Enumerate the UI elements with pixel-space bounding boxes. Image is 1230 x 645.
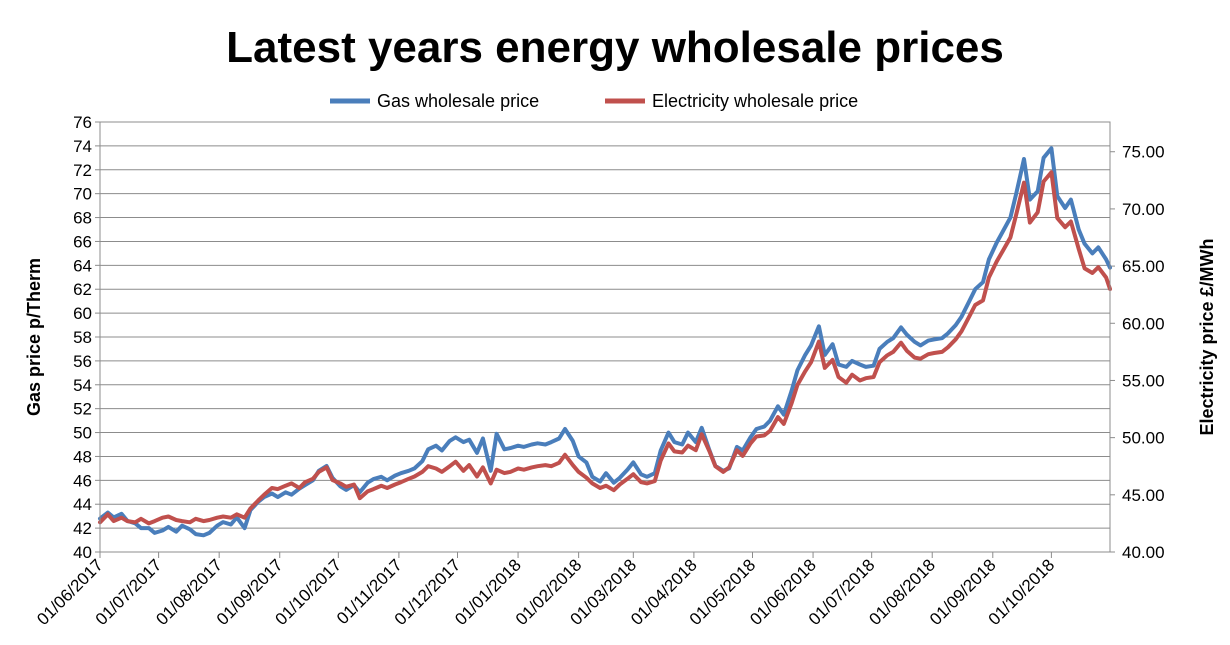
- left-tick-label: 44: [73, 495, 92, 514]
- series-lines: [98, 146, 1112, 538]
- right-axis-title: Electricity price £/MWh: [1197, 238, 1217, 435]
- electricity-price-line: [98, 170, 1112, 526]
- left-tick-label: 70: [73, 185, 92, 204]
- gas-price-line: [98, 146, 1112, 538]
- legend: Gas wholesale price Electricity wholesal…: [330, 91, 858, 111]
- left-tick-label: 52: [73, 400, 92, 419]
- right-axis-ticks: 40.00 45.00 50.00 55.00 60.00 65.00 70.00 75.00: [1110, 143, 1165, 562]
- left-tick-label: 64: [73, 256, 92, 275]
- left-tick-label: 48: [73, 447, 92, 466]
- right-tick-label: 50.00: [1122, 429, 1165, 448]
- left-tick-label: 72: [73, 161, 92, 180]
- right-tick-label: 75.00: [1122, 143, 1165, 162]
- right-tick-label: 55.00: [1122, 371, 1165, 390]
- left-tick-label: 74: [73, 137, 92, 156]
- right-tick-label: 40.00: [1122, 543, 1165, 562]
- left-tick-label: 54: [73, 376, 92, 395]
- left-tick-label: 66: [73, 232, 92, 251]
- chart-title: Latest years energy wholesale prices: [226, 23, 1004, 72]
- left-tick-label: 76: [73, 113, 92, 132]
- left-tick-label: 40: [73, 543, 92, 562]
- x-axis-ticks: 01/06/201701/07/201701/08/201701/09/2017…: [33, 552, 1058, 629]
- right-tick-label: 45.00: [1122, 486, 1165, 505]
- left-axis-title: Gas price p/Therm: [24, 258, 44, 416]
- gridlines: [100, 121, 1110, 553]
- right-tick-label: 70.00: [1122, 200, 1165, 219]
- left-tick-label: 62: [73, 280, 92, 299]
- plot-area-border: [99, 121, 1111, 553]
- left-tick-label: 50: [73, 424, 92, 443]
- left-tick-label: 68: [73, 209, 92, 228]
- right-tick-label: 60.00: [1122, 314, 1165, 333]
- legend-label-gas: Gas wholesale price: [377, 91, 539, 111]
- left-tick-label: 46: [73, 471, 92, 490]
- left-tick-label: 42: [73, 519, 92, 538]
- left-axis-ticks: 40 42 44 46 48 50 52 54 56 58 60 62 64 66 68 70 72 74 76: [73, 113, 100, 562]
- left-tick-label: 56: [73, 352, 92, 371]
- left-tick-label: 58: [73, 328, 92, 347]
- left-tick-label: 60: [73, 304, 92, 323]
- legend-label-electricity: Electricity wholesale price: [652, 91, 858, 111]
- right-tick-label: 65.00: [1122, 257, 1165, 276]
